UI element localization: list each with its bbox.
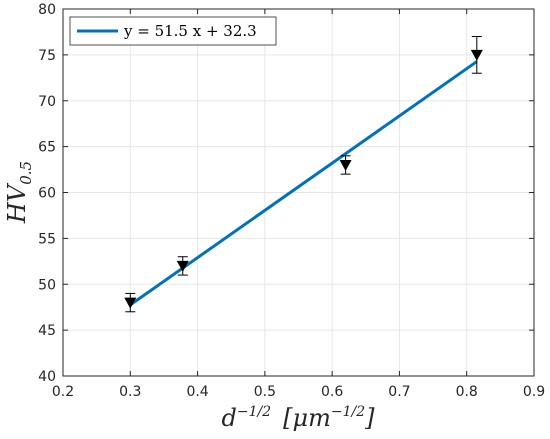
legend-label: y = 51.5 x + 32.3: [123, 22, 257, 40]
x-tick-label: 0.8: [456, 384, 478, 400]
x-tick-label: 0.2: [52, 384, 74, 400]
triangle-marker: [124, 297, 137, 309]
data-point: [124, 292, 137, 313]
x-axis-label-bracket-close: ]: [364, 404, 375, 432]
fit-line: [129, 60, 478, 307]
y-tick-label: 55: [38, 231, 56, 247]
x-tick-label: 0.5: [254, 384, 276, 400]
y-tick-label: 45: [38, 323, 56, 339]
x-tick-label: 0.6: [321, 384, 343, 400]
y-axis-label-sub: 0.5: [17, 161, 35, 185]
x-tick-label: 0.3: [119, 384, 141, 400]
x-tick-label: 0.7: [388, 384, 410, 400]
y-axis-label: HV0.5: [3, 161, 35, 224]
x-axis-label-sup: −1/2: [237, 404, 271, 420]
x-tick-label: 0.4: [186, 384, 208, 400]
data-point: [470, 36, 483, 74]
x-ticks: 0.2 0.3 0.4 0.5 0.6 0.7 0.8 0.9: [52, 9, 545, 400]
x-axis-label: d−1/2 [μm−1/2]: [221, 404, 375, 432]
triangle-marker: [176, 260, 189, 272]
y-tick-label: 75: [38, 48, 56, 64]
y-tick-label: 50: [38, 277, 56, 293]
x-axis-label-unit-sup: −1/2: [331, 404, 365, 420]
triangle-marker: [339, 159, 352, 171]
y-tick-label: 65: [38, 140, 56, 156]
data-point: [339, 155, 352, 175]
data-point: [176, 256, 189, 276]
triangle-marker: [470, 49, 483, 61]
x-tick-label: 0.9: [523, 384, 545, 400]
y-tick-label: 40: [38, 369, 56, 385]
x-axis-label-unit: μm: [293, 404, 331, 432]
y-axis-label-base: HV: [3, 182, 31, 224]
x-axis-label-bracket-open: [: [283, 404, 293, 432]
y-tick-label: 80: [38, 2, 56, 18]
x-axis-label-base: d: [221, 404, 236, 432]
legend: y = 51.5 x + 32.3: [69, 16, 277, 46]
points-layer: [124, 36, 483, 313]
fit-layer: [129, 60, 478, 307]
y-ticks: 40 45 50 55 60 65 70 75 80: [38, 2, 534, 385]
y-tick-label: 60: [38, 186, 56, 202]
y-tick-label: 70: [38, 94, 56, 110]
